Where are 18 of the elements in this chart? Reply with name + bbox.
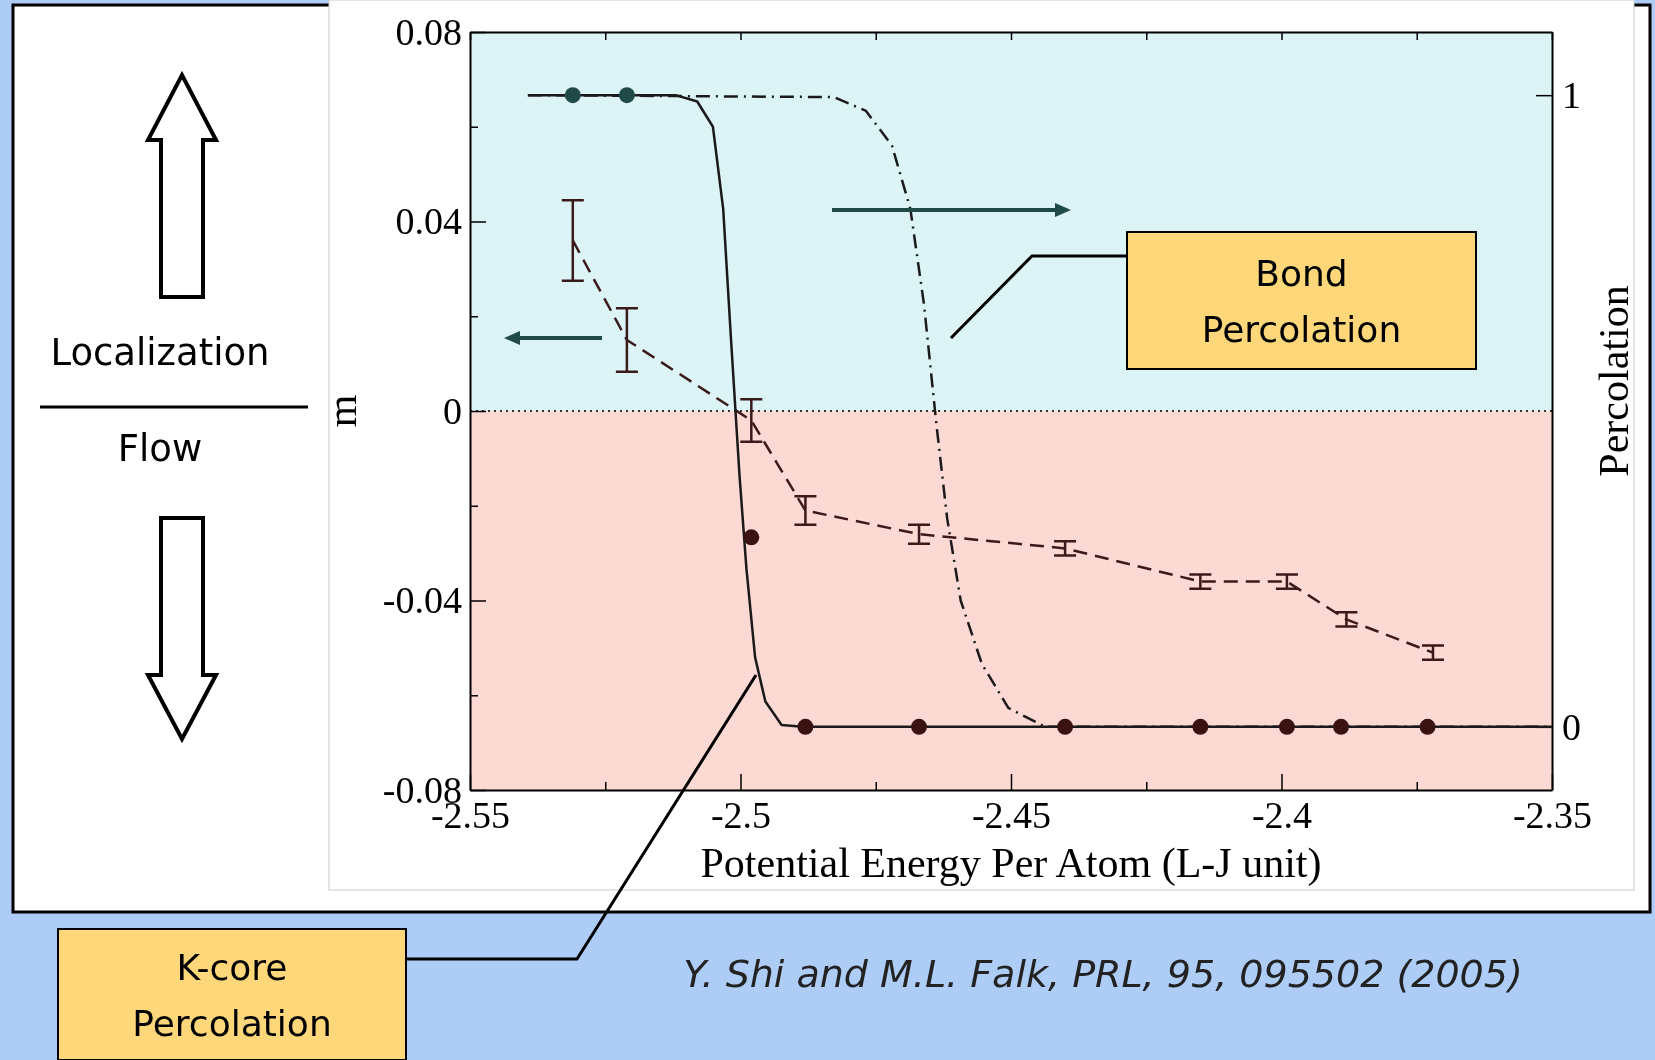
text: Flow (117, 427, 203, 470)
x-axis-title: Potential Energy Per Atom (L-J unit) (700, 840, 1322, 887)
y-tick-label: 0.08 (395, 10, 462, 53)
y2-axis-title: Percolation (1591, 285, 1637, 477)
y-tick-label: 0 (443, 389, 462, 432)
y2-tick-label: 1 (1562, 73, 1581, 116)
text: Localization (50, 331, 270, 374)
x-tick-label: -2.5 (710, 794, 772, 837)
y-tick-label: -0.04 (382, 579, 462, 622)
x-tick-label: -2.4 (1251, 794, 1313, 837)
annotation: Bond Percolation (1201, 252, 1402, 350)
y-axis-title: m (319, 394, 365, 428)
x-tick-label: -2.35 (1512, 794, 1593, 837)
text: Y. Shi and M.L. Falk, PRL, 95, 095502 (2005) (683, 952, 1523, 996)
x-tick-label: -2.45 (971, 794, 1052, 837)
y-tick-label: 0.04 (395, 200, 462, 243)
text: K-core Percolation (132, 946, 332, 1044)
y2-tick-label: 0 (1562, 705, 1581, 748)
